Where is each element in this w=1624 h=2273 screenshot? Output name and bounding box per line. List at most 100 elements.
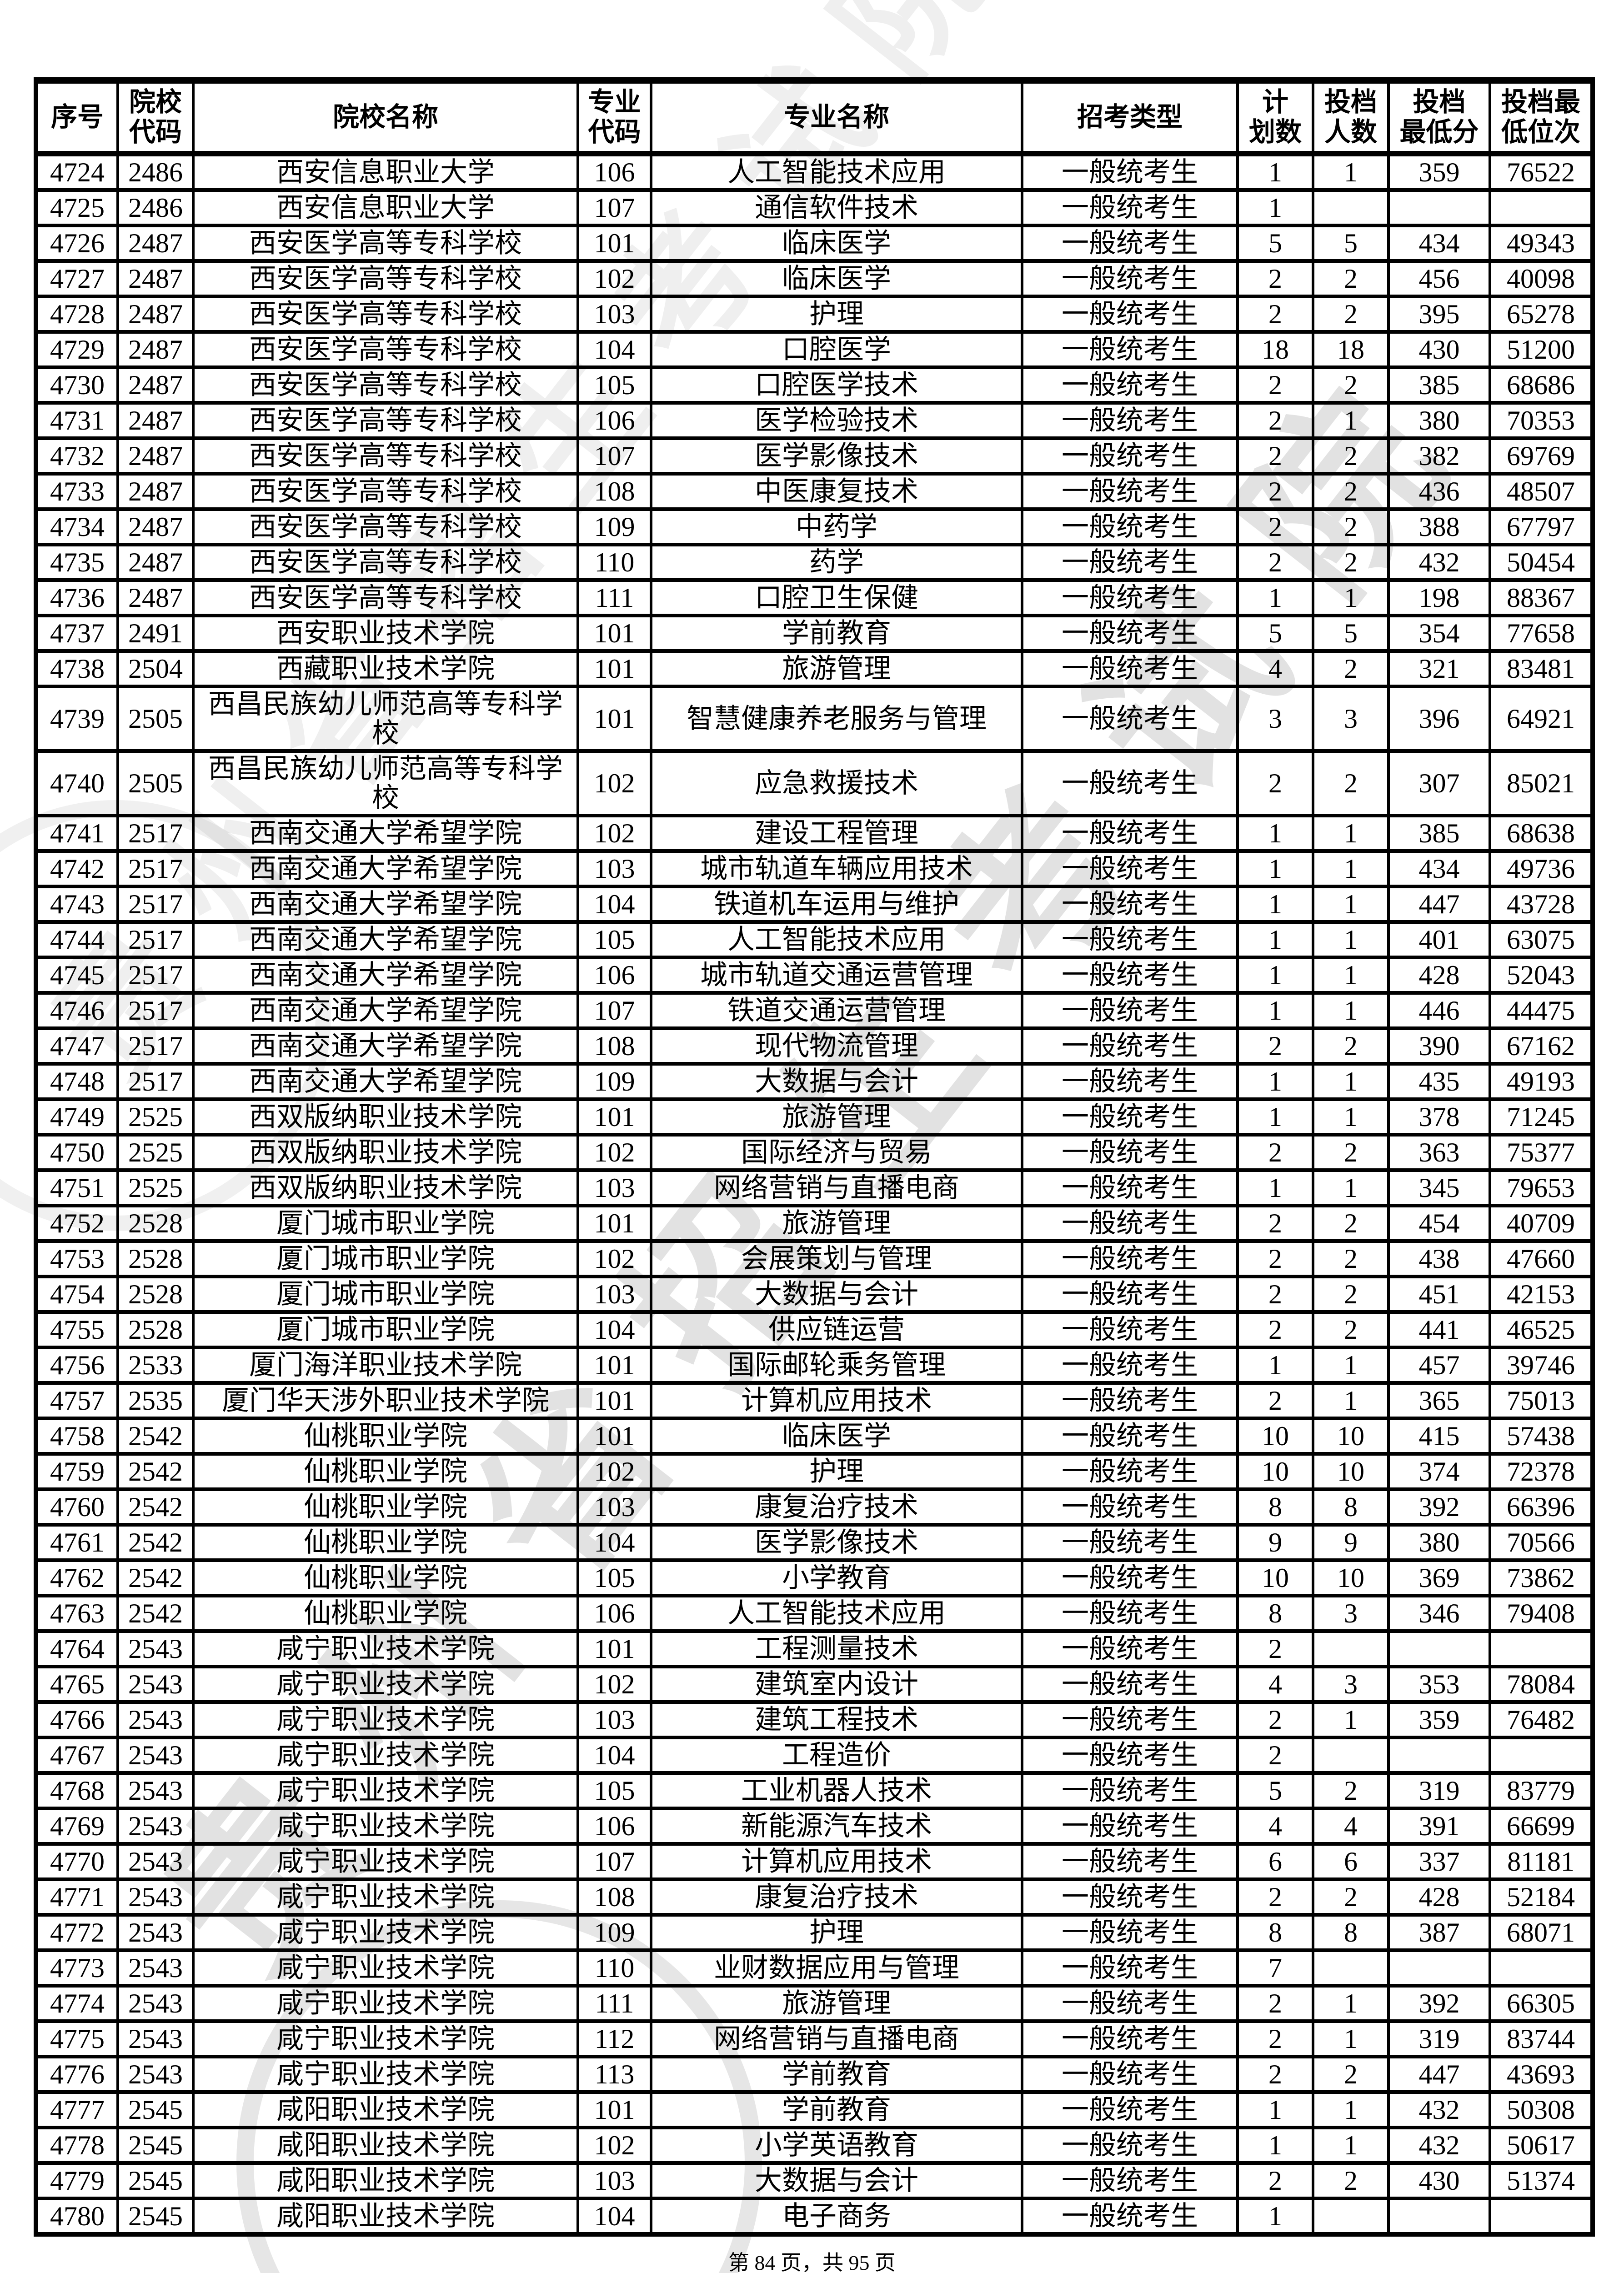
min-rank-cell: 69769 bbox=[1489, 436, 1594, 476]
cast-count-cell: 2 bbox=[1312, 649, 1390, 688]
major-name-cell: 康复治疗技术 bbox=[650, 1877, 1023, 1917]
school-name-cell: 咸阳职业技术学院 bbox=[192, 2197, 579, 2236]
serial-cell: 4748 bbox=[35, 1062, 119, 1101]
table-row: 4724 2486 西安信息职业大学 106 人工智能技术应用 一般统考生 1 1 359 765… bbox=[35, 152, 1594, 192]
serial-cell: 4764 bbox=[35, 1629, 119, 1668]
exam-type-cell: 一般统考生 bbox=[1021, 614, 1239, 653]
school-name-cell: 咸宁职业技术学院 bbox=[192, 1771, 579, 1810]
plan-count-cell: 2 bbox=[1236, 259, 1314, 298]
school-name-cell: 西安医学高等专科学校 bbox=[192, 259, 579, 298]
major-code-cell: 102 bbox=[576, 749, 652, 817]
table-row: 4764 2543 咸宁职业技术学院 101 工程测量技术 一般统考生 2 bbox=[35, 1629, 1594, 1668]
cast-count-cell: 8 bbox=[1312, 1487, 1390, 1527]
table-row: 4737 2491 西安职业技术学院 101 学前教育 一般统考生 5 5 354 77658 bbox=[35, 614, 1594, 653]
cast-count-cell bbox=[1312, 2197, 1390, 2236]
school-code-cell: 2525 bbox=[116, 1168, 195, 1207]
table-row: 4778 2545 咸阳职业技术学院 102 小学英语教育 一般统考生 1 1 432 50617 bbox=[35, 2126, 1594, 2165]
min-rank-cell: 46525 bbox=[1489, 1310, 1594, 1349]
school-code-cell: 2517 bbox=[116, 956, 195, 995]
table-row: 4739 2505 西昌民族幼儿师范高等专科学校 101 智慧健康养老服务与管理 一般统考… bbox=[35, 685, 1594, 753]
school-code-cell: 2487 bbox=[116, 578, 195, 617]
major-name-cell: 医学影像技术 bbox=[650, 436, 1023, 476]
min-score-cell: 396 bbox=[1387, 685, 1491, 753]
exam-type-cell: 一般统考生 bbox=[1021, 814, 1239, 853]
table-row: 4756 2533 厦门海洋职业技术学院 101 国际邮轮乘务管理 一般统考生 1 1 457 3… bbox=[35, 1346, 1594, 1385]
header-row: 序号 院校 代码 院校名称 专业 代码 专业名称 招考类型计 划数 投档 人数 投档 最低分投… bbox=[35, 79, 1594, 156]
cast-count-cell: 1 bbox=[1312, 1984, 1390, 2023]
cast-count-cell: 6 bbox=[1312, 1842, 1390, 1881]
school-name-cell: 西安信息职业大学 bbox=[192, 152, 579, 192]
major-code-cell: 110 bbox=[576, 1948, 652, 1988]
cast-count-cell: 2 bbox=[1312, 1133, 1390, 1172]
cast-count-cell: 2 bbox=[1312, 436, 1390, 476]
school-name-cell: 咸宁职业技术学院 bbox=[192, 2019, 579, 2058]
exam-type-cell: 一般统考生 bbox=[1021, 472, 1239, 511]
min-rank-cell: 39746 bbox=[1489, 1346, 1594, 1385]
serial-cell: 4734 bbox=[35, 507, 119, 546]
min-rank-cell: 66305 bbox=[1489, 1984, 1594, 2023]
major-code-cell: 106 bbox=[576, 1807, 652, 1846]
cast-count-cell: 2 bbox=[1312, 1026, 1390, 1066]
major-name-cell: 智慧健康养老服务与管理 bbox=[650, 685, 1023, 753]
serial-cell: 4726 bbox=[35, 224, 119, 263]
cast-count-cell: 1 bbox=[1312, 2126, 1390, 2165]
min-score-cell: 388 bbox=[1387, 507, 1491, 546]
cast-count-cell bbox=[1312, 1736, 1390, 1775]
cast-count-cell: 3 bbox=[1312, 1665, 1390, 1704]
table-row: 4777 2545 咸阳职业技术学院 101 学前教育 一般统考生 1 1 432 50308 bbox=[35, 2090, 1594, 2129]
exam-type-cell: 一般统考生 bbox=[1021, 1204, 1239, 1243]
min-rank-cell bbox=[1489, 2197, 1594, 2236]
school-code-cell: 2543 bbox=[116, 1948, 195, 1988]
min-score-cell: 428 bbox=[1387, 1877, 1491, 1917]
school-code-cell: 2528 bbox=[116, 1310, 195, 1349]
min-rank-cell: 83481 bbox=[1489, 649, 1594, 688]
school-name-cell: 西藏职业技术学院 bbox=[192, 649, 579, 688]
major-code-cell: 106 bbox=[576, 956, 652, 995]
serial-cell: 4766 bbox=[35, 1700, 119, 1739]
exam-type-cell: 一般统考生 bbox=[1021, 1381, 1239, 1420]
exam-type-cell: 一般统考生 bbox=[1021, 401, 1239, 440]
school-code-cell: 2542 bbox=[116, 1452, 195, 1491]
serial-cell: 4779 bbox=[35, 2161, 119, 2200]
table-row: 4755 2528 厦门城市职业学院 104 供应链运营 一般统考生 2 2 441 46525 bbox=[35, 1310, 1594, 1349]
plan-count-cell: 2 bbox=[1236, 2161, 1314, 2200]
major-name-cell: 大数据与会计 bbox=[650, 1275, 1023, 1314]
min-rank-cell: 72378 bbox=[1489, 1452, 1594, 1491]
cast-count-cell: 1 bbox=[1312, 1346, 1390, 1385]
plan-count-cell: 10 bbox=[1236, 1417, 1314, 1456]
table-row: 4775 2543 咸宁职业技术学院 112 网络营销与直播电商 一般统考生 2 1 319 83… bbox=[35, 2019, 1594, 2058]
exam-type-cell: 一般统考生 bbox=[1021, 2161, 1239, 2200]
major-name-cell: 口腔卫生保健 bbox=[650, 578, 1023, 617]
min-score-cell: 430 bbox=[1387, 2161, 1491, 2200]
min-score-cell: 415 bbox=[1387, 1417, 1491, 1456]
school-code-cell: 2542 bbox=[116, 1487, 195, 1527]
table-row: 4763 2542 仙桃职业学院 106 人工智能技术应用 一般统考生 8 3 346 79408 bbox=[35, 1594, 1594, 1633]
min-rank-cell: 81181 bbox=[1489, 1842, 1594, 1881]
major-code-cell: 102 bbox=[576, 259, 652, 298]
major-code-cell: 102 bbox=[576, 1452, 652, 1491]
school-code-cell: 2543 bbox=[116, 2019, 195, 2058]
major-code-cell: 107 bbox=[576, 991, 652, 1030]
min-rank-cell: 83779 bbox=[1489, 1771, 1594, 1810]
major-code-cell: 103 bbox=[576, 1700, 652, 1739]
table-row: 4779 2545 咸阳职业技术学院 103 大数据与会计 一般统考生 2 2 430 51374 bbox=[35, 2161, 1594, 2200]
school-name-cell: 西安医学高等专科学校 bbox=[192, 578, 579, 617]
plan-count-cell: 2 bbox=[1236, 436, 1314, 476]
cast-count-cell: 4 bbox=[1312, 1807, 1390, 1846]
school-code-cell: 2525 bbox=[116, 1133, 195, 1172]
column-header-exam-type: 招考类型 bbox=[1021, 79, 1239, 156]
major-code-cell: 101 bbox=[576, 224, 652, 263]
major-code-cell: 105 bbox=[576, 1558, 652, 1597]
serial-cell: 4729 bbox=[35, 330, 119, 369]
school-code-cell: 2543 bbox=[116, 2055, 195, 2094]
min-score-cell: 374 bbox=[1387, 1452, 1491, 1491]
school-name-cell: 西南交通大学希望学院 bbox=[192, 814, 579, 853]
school-name-cell: 西南交通大学希望学院 bbox=[192, 1062, 579, 1101]
min-rank-cell: 40098 bbox=[1489, 259, 1594, 298]
cast-count-cell bbox=[1312, 1948, 1390, 1988]
min-score-cell: 346 bbox=[1387, 1594, 1491, 1633]
school-code-cell: 2543 bbox=[116, 1736, 195, 1775]
min-rank-cell: 88367 bbox=[1489, 578, 1594, 617]
table-row: 4731 2487 西安医学高等专科学校 106 医学检验技术 一般统考生 2 1 380 703… bbox=[35, 401, 1594, 440]
school-code-cell: 2545 bbox=[116, 2161, 195, 2200]
